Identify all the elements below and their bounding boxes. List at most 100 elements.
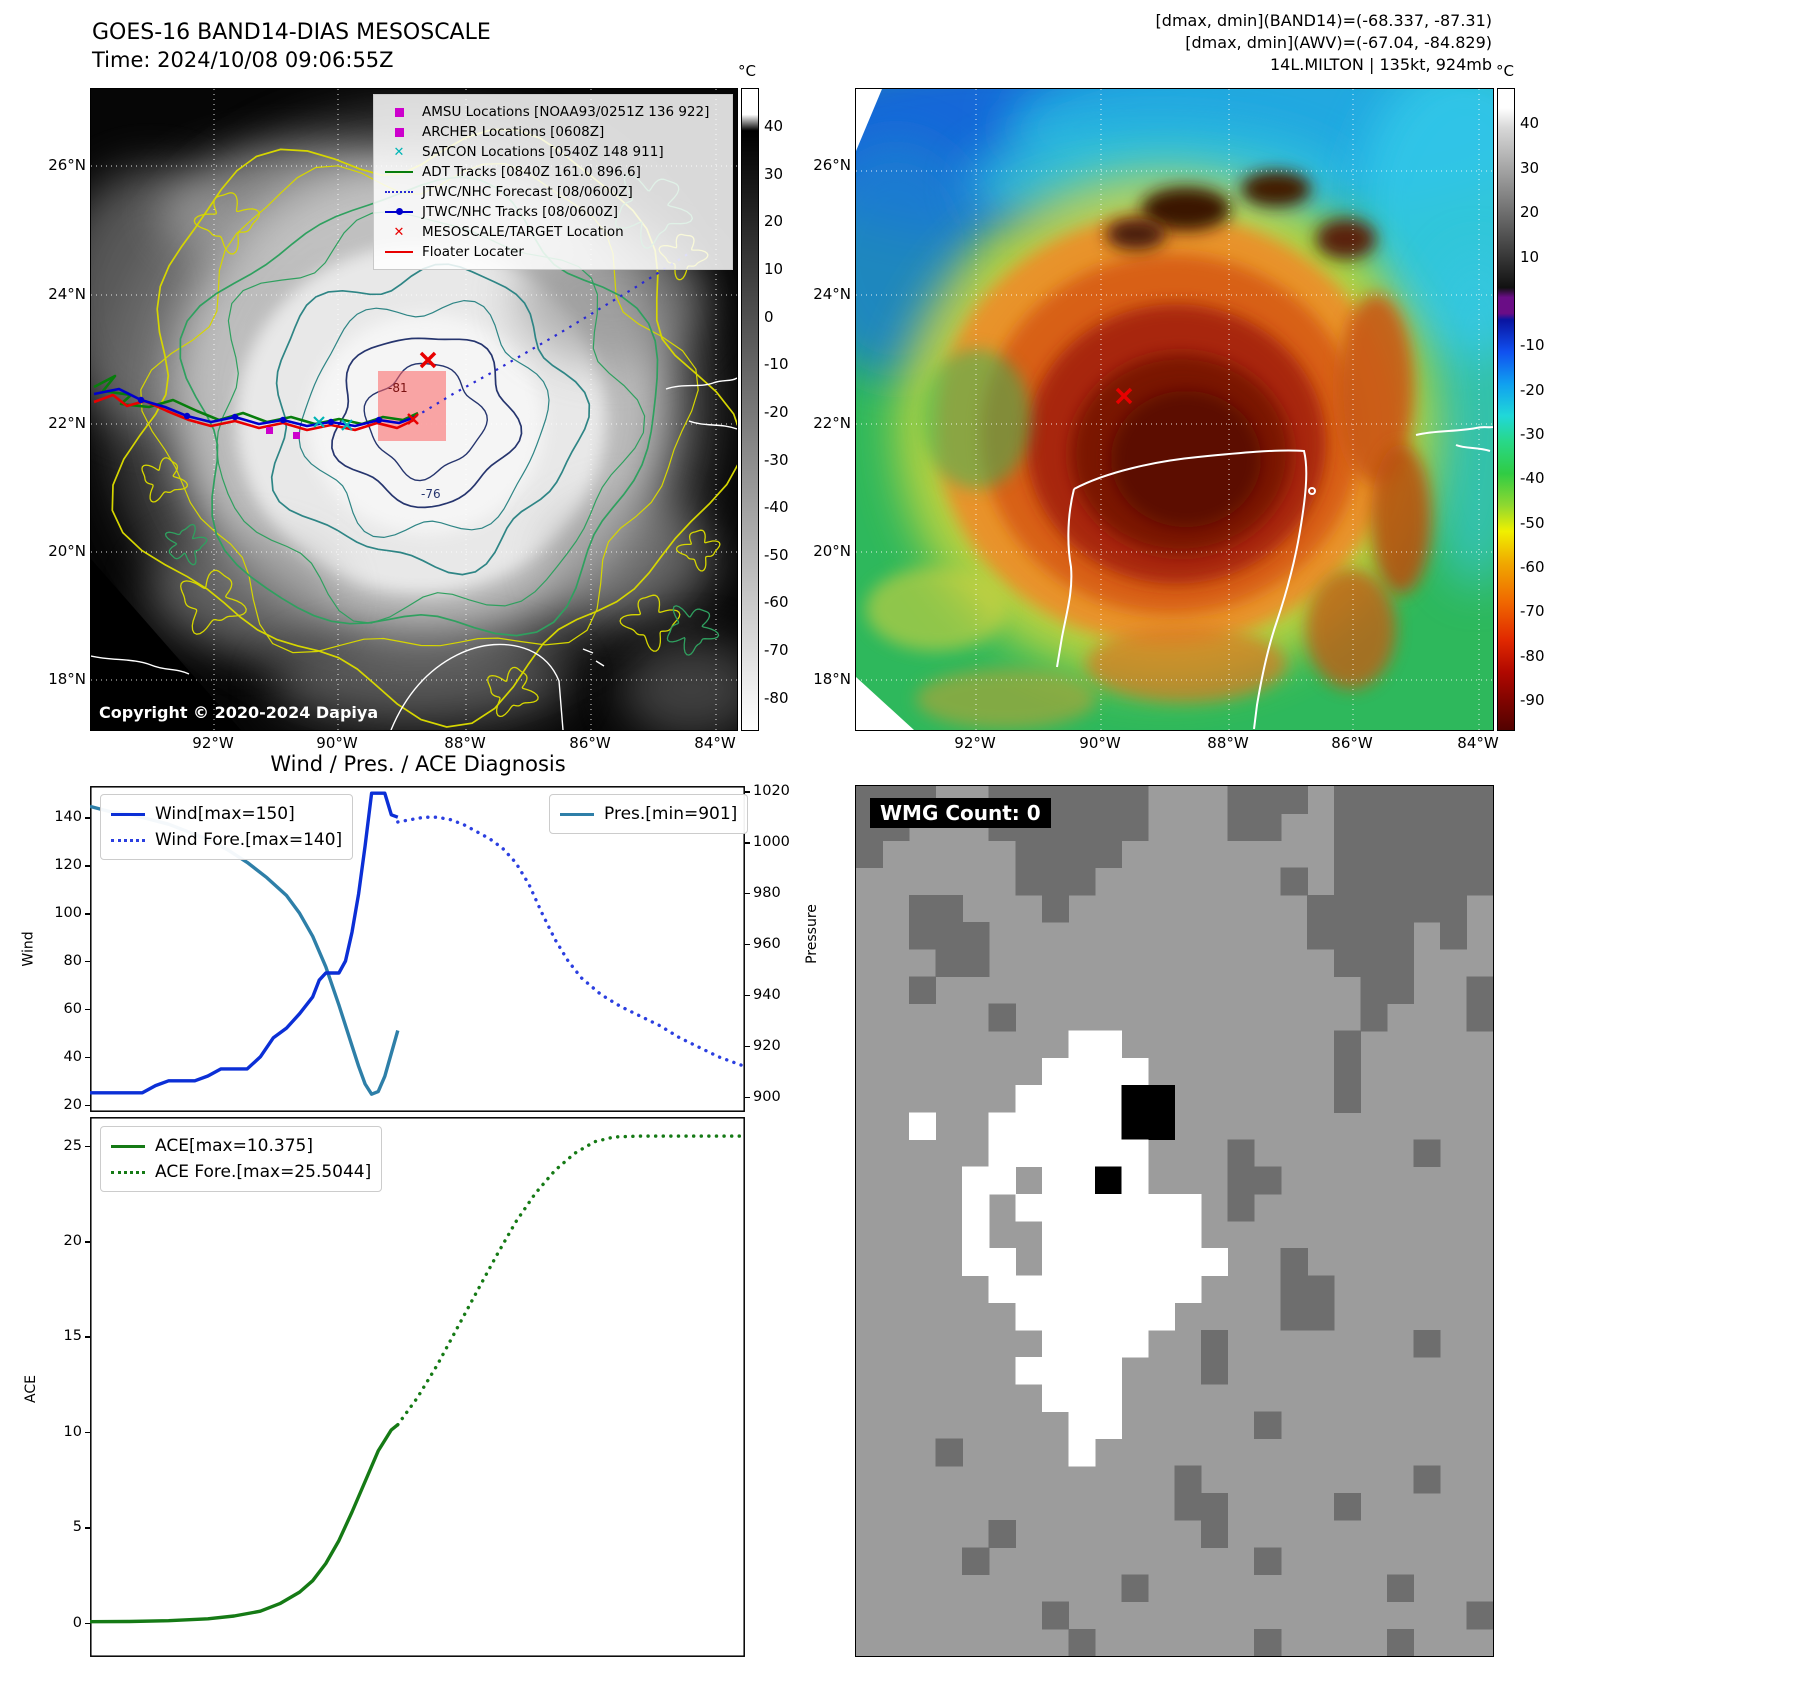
ace-axis-title: ACE	[22, 1375, 39, 1403]
lat-label: 22°N	[813, 414, 851, 432]
colorbar-tick: -60	[1520, 557, 1545, 576]
axis-tick-label: 0	[72, 1614, 82, 1631]
tick-mark	[745, 842, 750, 844]
tick-mark	[85, 1527, 90, 1529]
awv-header: [dmax, dmin](BAND14)=(-68.337, -87.31) […	[1000, 10, 1492, 76]
colorbar-tick: -70	[764, 641, 789, 660]
tick-mark	[85, 1622, 90, 1625]
axis-tick-label: 920	[753, 1037, 781, 1054]
lat-label: 20°N	[48, 542, 86, 560]
lon-label: 88°W	[1207, 734, 1249, 752]
tick-mark	[745, 943, 750, 946]
awv-colorbar	[1497, 88, 1515, 731]
axis-tick-label: 15	[63, 1328, 82, 1345]
colorbar-tick: -20	[1520, 380, 1545, 399]
storm-tracks	[93, 251, 692, 432]
colorbar-tick: -50	[764, 545, 789, 564]
floater-track	[93, 393, 415, 432]
ace-chart	[90, 1117, 745, 1657]
lon-label: 88°W	[444, 734, 486, 752]
swath-edge	[856, 677, 914, 730]
awv-map	[855, 88, 1494, 731]
axis-tick-label: 10	[63, 1423, 82, 1440]
chart-legend-item: Wind[max=150]	[111, 801, 342, 827]
lon-label: 86°W	[1331, 734, 1373, 752]
jtwc-track-dots	[137, 396, 383, 426]
chart-legend-item: Wind Fore.[max=140]	[111, 827, 342, 853]
line-icon	[560, 812, 594, 816]
dotted-icon	[384, 191, 414, 193]
colorbar-tick: 10	[1520, 247, 1540, 266]
lon-label: 90°W	[1079, 734, 1121, 752]
chart-legend: Pres.[min=901]	[549, 794, 749, 834]
target-box-value: -81	[388, 381, 408, 395]
colorbar-tick: -40	[764, 498, 789, 517]
target-x-icon	[419, 351, 437, 369]
band14-colorbar-unit: °C	[738, 62, 756, 80]
band14-range-readout: [dmax, dmin](BAND14)=(-68.337, -87.31)	[1155, 11, 1492, 30]
tick-mark	[85, 1145, 90, 1148]
lon-label: 92°W	[954, 734, 996, 752]
tick-mark	[745, 892, 750, 895]
legend-label: ARCHER Locations [0608Z]	[422, 124, 605, 140]
band14-time: Time: 2024/10/08 09:06:55Z	[92, 48, 394, 72]
axis-tick-label: 900	[753, 1088, 781, 1105]
chart-legend: Wind[max=150] Wind Fore.[max=140]	[100, 794, 354, 860]
axis-tick-label: 60	[63, 1000, 82, 1017]
colorbar-tick: -60	[764, 593, 789, 612]
axis-tick-label: 960	[753, 935, 781, 952]
colorbar-tick: -80	[764, 688, 789, 707]
legend-item: JTWC/NHC Tracks [08/0600Z]	[384, 202, 724, 222]
copyright-text: Copyright © 2020-2024 Dapiya	[99, 703, 379, 722]
satcon-x-icon	[341, 419, 353, 431]
awv-target-x-icon	[1115, 387, 1133, 405]
legend-item: ✕ MESOSCALE/TARGET Location	[384, 222, 724, 242]
tick-mark	[85, 1431, 90, 1434]
colorbar-tick: 40	[764, 117, 784, 136]
amsu-marker-icon	[266, 427, 273, 434]
axis-tick-label: 25	[63, 1137, 82, 1154]
chart-legend-label: ACE[max=10.375]	[155, 1136, 313, 1156]
legend-label: JTWC/NHC Forecast [08/0600Z]	[422, 184, 633, 200]
colorbar-tick: 30	[1520, 158, 1540, 177]
colorbar-tick: -80	[1520, 646, 1545, 665]
tick-mark	[85, 1336, 90, 1338]
colorbar-tick: 10	[764, 259, 784, 278]
wind-pressure-plot	[90, 786, 745, 1112]
colorbar-tick: -50	[1520, 513, 1545, 532]
line-icon	[384, 251, 414, 253]
lon-label: 90°W	[316, 734, 358, 752]
axis-tick-label: 940	[753, 986, 781, 1003]
storm-status-readout: 14L.MILTON | 135kt, 924mb	[1269, 55, 1492, 74]
tick-mark	[85, 1241, 90, 1243]
tick-mark	[85, 960, 90, 963]
colorbar-tick: -30	[764, 450, 789, 469]
colorbar-tick: 20	[1520, 203, 1540, 222]
colorbar-tick: 30	[764, 164, 784, 183]
tick-mark	[85, 1056, 90, 1059]
axis-tick-label: 100	[54, 905, 82, 922]
x-icon: ✕	[393, 224, 405, 240]
awv-range-readout: [dmax, dmin](AWV)=(-67.04, -84.829)	[1185, 33, 1492, 52]
colorbar-tick: -30	[1520, 424, 1545, 443]
awv-satellite-image	[856, 89, 1493, 730]
colorbar-tick: -20	[764, 402, 789, 421]
lon-label: 86°W	[569, 734, 611, 752]
colorbar-tick: 20	[764, 212, 784, 231]
line-icon	[384, 171, 414, 173]
tick-mark	[85, 1104, 90, 1107]
line-dot-icon	[384, 208, 414, 215]
awv-colorbar-unit: °C	[1496, 62, 1514, 80]
axis-tick-label: 80	[63, 952, 82, 969]
legend-label: JTWC/NHC Tracks [08/0600Z]	[422, 204, 619, 220]
satcon-x-icon	[313, 416, 325, 428]
legend-item: Floater Locater	[384, 242, 724, 262]
tick-mark	[745, 791, 750, 793]
pressure-axis-title: Pressure	[803, 904, 820, 964]
jtwc-track	[93, 387, 416, 428]
diagnosis-title: Wind / Pres. / ACE Diagnosis	[270, 752, 566, 776]
band14-legend: AMSU Locations [NOAA93/0251Z 136 922] ARC…	[373, 94, 733, 270]
axis-tick-label: 140	[54, 809, 82, 826]
chart-legend-label: Wind Fore.[max=140]	[155, 830, 343, 850]
series-Wind Fore.[max=140]	[396, 815, 745, 1069]
